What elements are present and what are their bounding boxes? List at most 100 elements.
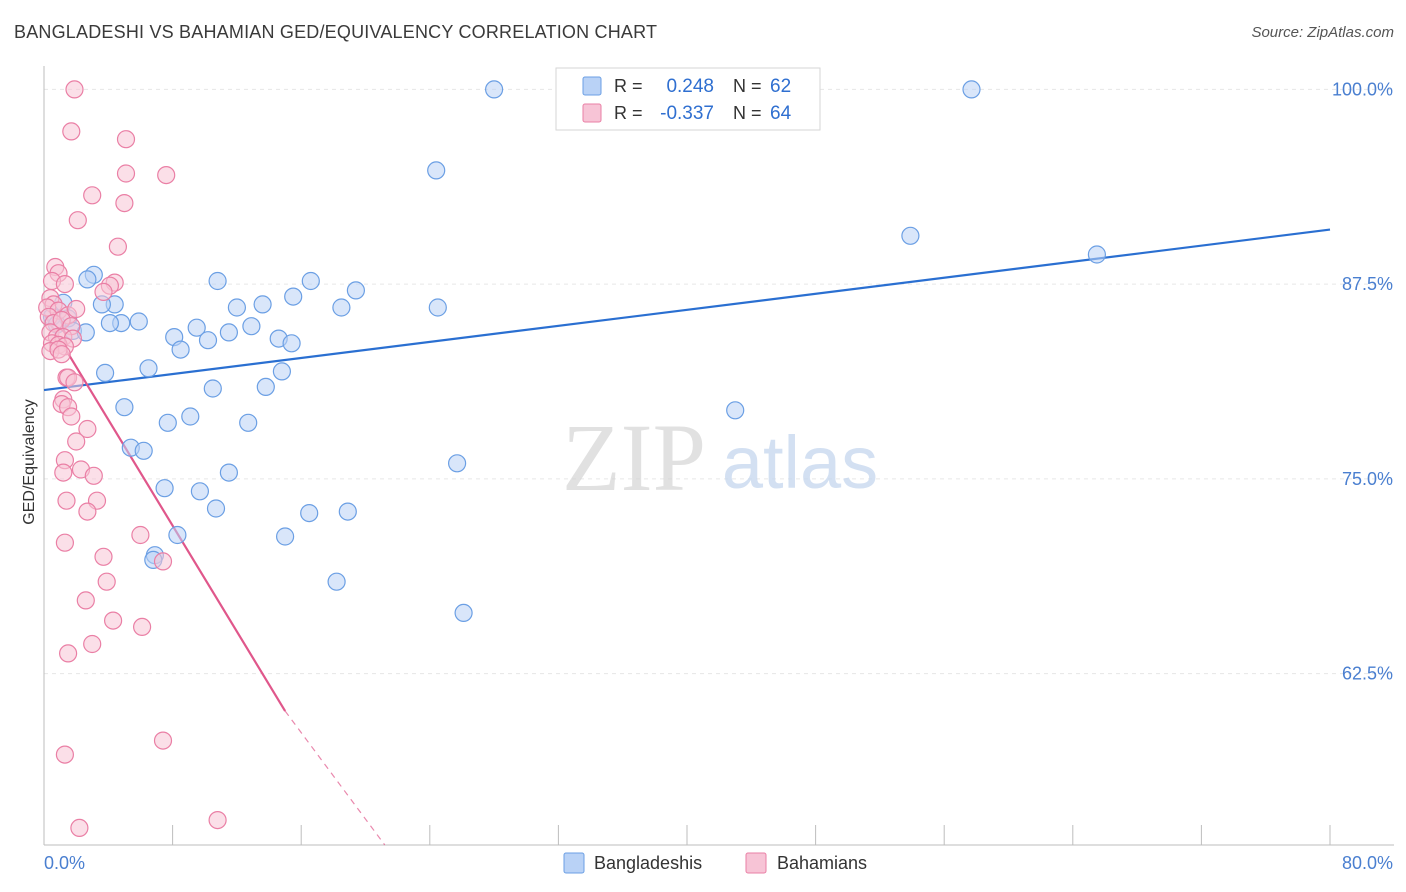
legend: R = 0.248 N = 62 R = -0.337 N = 64: [555, 67, 821, 131]
bahamian-point: [116, 130, 136, 149]
legend-n-value: 62: [770, 76, 791, 97]
bahamian-point: [108, 237, 128, 256]
bangladeshi-point: [100, 314, 120, 333]
bangladeshi-point: [203, 379, 222, 398]
bangladeshi-point: [168, 525, 187, 545]
tick-labels: 100.0% 87.5% 75.0% 62.5% 0.0% 80.0%: [44, 79, 1393, 873]
bahamian-point: [67, 432, 86, 451]
bahamian-point: [133, 617, 152, 637]
bangladeshi-point: [198, 331, 218, 350]
x-tick-label: 80.0%: [1342, 853, 1393, 873]
bahamian-point: [115, 194, 134, 213]
bottom-legend-swatch[interactable]: [745, 852, 767, 874]
bottom-legend-swatch[interactable]: [563, 852, 585, 874]
bangladeshi-point: [901, 226, 920, 245]
bahamian-point: [153, 552, 173, 571]
bangladeshi-point: [139, 359, 158, 378]
bottom-legend-item-bangladeshis[interactable]: Bangladeshis: [563, 852, 702, 874]
bahamian-point: [55, 745, 75, 764]
bangladeshi-point: [155, 479, 174, 498]
chart-title: BANGLADESHI VS BAHAMIAN GED/EQUIVALENCY …: [14, 22, 658, 42]
bangladeshi-point: [428, 298, 447, 317]
bangladeshi-point: [346, 281, 365, 300]
bottom-legend-item-bahamians[interactable]: Bahamians: [745, 852, 867, 874]
bangladeshi-trend-line: [43, 228, 1331, 392]
bahamian-point: [52, 345, 71, 364]
bangladeshi-point: [206, 499, 226, 518]
bottom-legend-label[interactable]: Bangladeshis: [594, 853, 702, 873]
bahamian-point: [131, 525, 150, 545]
bahamian-point: [57, 491, 76, 510]
bahamian-trend-extension: [284, 710, 386, 846]
bangladeshi-point: [253, 295, 272, 314]
bahamian-point: [76, 591, 95, 610]
bangladeshi-point: [301, 271, 320, 291]
bangladeshi-point: [332, 298, 351, 317]
bangladeshi-point: [327, 572, 346, 591]
legend-r-label: R =: [614, 103, 643, 123]
bahamian-point: [67, 299, 86, 319]
legend-n-label: N =: [733, 103, 762, 123]
y-tick-label: 62.5%: [1342, 664, 1393, 684]
bahamian-point: [70, 818, 89, 838]
data-points: [38, 80, 1107, 838]
bahamian-point: [83, 186, 102, 205]
watermark: ZIP atlas: [562, 404, 878, 511]
series-bangladeshis: [42, 80, 1107, 623]
bangladeshi-point: [256, 377, 275, 396]
bangladeshi-point: [454, 603, 473, 623]
bangladeshi-point: [129, 312, 148, 331]
bahamian-point: [62, 122, 81, 141]
bahamian-point: [94, 282, 113, 301]
y-tick-label: 75.0%: [1342, 469, 1393, 489]
axes: [43, 66, 1394, 846]
gridlines: [44, 88, 1394, 675]
bahamian-point: [55, 275, 75, 294]
y-axis-label: GED/Equivalency: [21, 399, 38, 524]
bangladeshi-point: [485, 80, 504, 99]
bahamian-point: [153, 731, 173, 750]
watermark-zip: ZIP: [562, 404, 706, 511]
bahamian-point: [62, 407, 81, 426]
bahamian-point: [65, 373, 84, 392]
bangladeshi-point: [239, 413, 258, 432]
bangladeshi-point: [300, 503, 319, 523]
bangladeshi-point: [208, 271, 227, 291]
bahamian-point: [157, 166, 176, 185]
trend-lines: [43, 228, 1331, 846]
bangladeshi-point: [272, 362, 291, 381]
y-tick-label: 87.5%: [1342, 274, 1393, 294]
bangladeshi-point: [242, 317, 261, 336]
bahamian-trend-line: [43, 313, 287, 712]
bahamian-point: [78, 419, 97, 439]
bottom-legend[interactable]: Bangladeshis Bahamians: [563, 852, 867, 874]
watermark-atlas: atlas: [722, 421, 878, 504]
bangladeshi-point: [1087, 245, 1107, 264]
legend-r-value: 0.248: [666, 76, 714, 97]
legend-n-label: N =: [733, 76, 762, 96]
bahamian-point: [94, 547, 113, 566]
bangladeshi-point: [282, 334, 301, 353]
bahamian-point: [65, 80, 84, 99]
bahamian-point: [97, 572, 116, 591]
bangladeshi-point: [95, 363, 115, 382]
bangladeshi-point: [171, 340, 190, 359]
bangladeshi-point: [338, 502, 357, 521]
bangladeshi-point: [726, 401, 745, 420]
legend-swatch-bahamians: [582, 103, 602, 123]
bangladeshi-point: [219, 463, 238, 482]
bahamian-point: [103, 611, 123, 630]
bangladeshi-point: [448, 454, 467, 473]
bangladeshi-point: [284, 287, 303, 306]
bangladeshi-point: [158, 413, 177, 432]
x-tick-label: 0.0%: [44, 853, 85, 873]
bahamian-point: [83, 634, 102, 654]
bahamian-point: [58, 644, 78, 663]
bottom-legend-label[interactable]: Bahamians: [777, 853, 867, 873]
legend-n-value: 64: [770, 103, 792, 124]
source-label: Source: ZipAtlas.com: [1251, 24, 1394, 41]
bahamian-point: [78, 502, 97, 521]
bangladeshi-point: [115, 398, 134, 417]
bahamian-point: [55, 533, 75, 552]
